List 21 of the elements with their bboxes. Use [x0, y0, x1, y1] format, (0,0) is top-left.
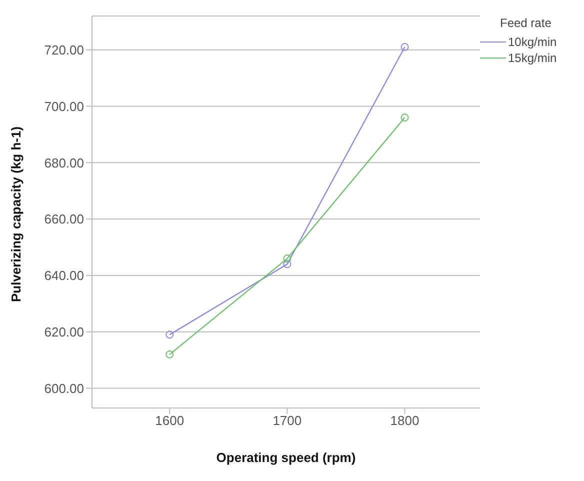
y-tick-label: 600.00 — [44, 380, 84, 396]
y-tick-label: 700.00 — [44, 98, 84, 114]
point — [400, 114, 409, 122]
x-tick-label: 1600 — [155, 413, 184, 428]
legend-label: 15kg/min — [508, 51, 557, 65]
y-tick-label: 640.00 — [44, 268, 84, 284]
legend-label: 10kg/min — [508, 35, 557, 49]
x-tick-label: 1700 — [272, 413, 302, 428]
y-tick-label: 680.00 — [44, 155, 84, 170]
point — [283, 260, 292, 268]
y-tick-label: 660.00 — [44, 212, 84, 227]
y-tick-label: 720.00 — [44, 42, 84, 58]
x-tick-label: 1800 — [390, 413, 420, 428]
point — [166, 330, 174, 339]
point — [166, 350, 174, 358]
y-tick-label: 620.00 — [44, 324, 84, 340]
point — [400, 43, 409, 52]
x-axis-title: Operating speed (rpm) — [216, 450, 356, 465]
point — [283, 254, 292, 263]
legend-title: Feed rate — [499, 16, 552, 30]
y-axis-title: Pulverizing capacity (kg h-1) — [8, 126, 24, 302]
